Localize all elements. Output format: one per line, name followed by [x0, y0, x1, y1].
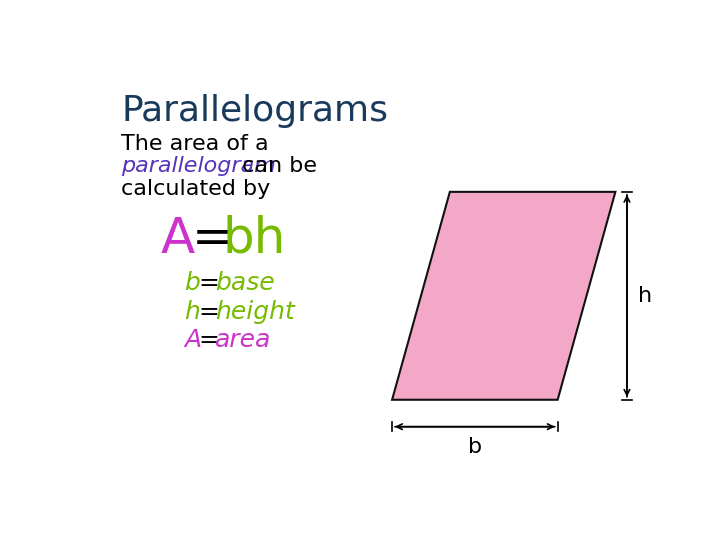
Text: b: b	[184, 271, 200, 295]
Text: h: h	[638, 286, 652, 306]
Text: bh: bh	[222, 215, 286, 263]
Text: Parallelograms: Parallelograms	[121, 94, 388, 128]
Polygon shape	[392, 192, 616, 400]
Text: h: h	[184, 300, 200, 323]
Text: A: A	[184, 328, 202, 352]
Text: =: =	[198, 271, 219, 295]
Text: base: base	[215, 271, 274, 295]
Text: parallelogram: parallelogram	[121, 156, 276, 176]
Text: =: =	[192, 215, 234, 263]
Text: =: =	[198, 328, 219, 352]
Text: b: b	[468, 437, 482, 457]
Text: area: area	[215, 328, 271, 352]
Text: calculated by: calculated by	[121, 179, 270, 199]
Text: height: height	[215, 300, 294, 323]
Text: =: =	[198, 300, 219, 323]
Text: The area of a: The area of a	[121, 134, 269, 154]
Text: A: A	[161, 215, 195, 263]
Text: can be: can be	[235, 156, 317, 176]
